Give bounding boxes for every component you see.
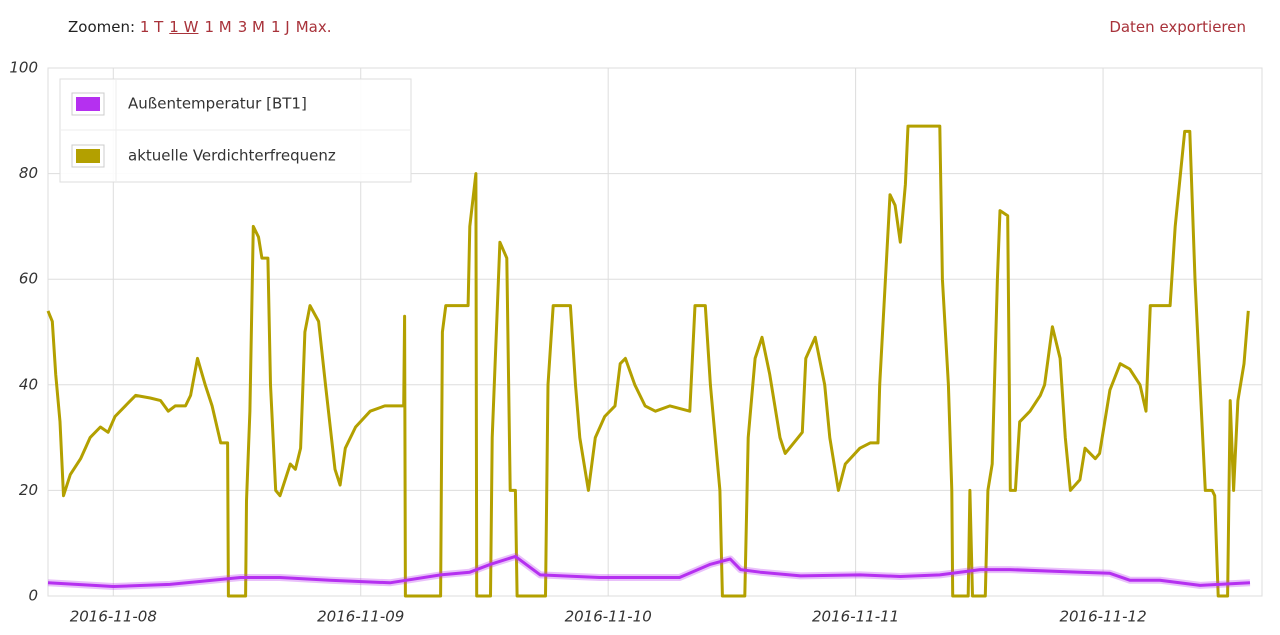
zoom-option[interactable]: 1 M bbox=[204, 18, 232, 36]
y-tick-label: 0 bbox=[28, 587, 38, 605]
y-tick-label: 60 bbox=[19, 270, 38, 288]
series-line bbox=[46, 124, 1250, 598]
x-tick-label: 2016-11-08 bbox=[70, 608, 157, 626]
zoom-option[interactable]: 3 M bbox=[237, 18, 265, 36]
zoom-option[interactable]: 1 W bbox=[169, 18, 199, 36]
series-line bbox=[47, 554, 1251, 588]
x-tick-label: 2016-11-12 bbox=[1059, 608, 1146, 626]
zoom-label: Zoomen: bbox=[68, 18, 136, 36]
legend-label: aktuelle Verdichterfrequenz bbox=[128, 147, 336, 165]
zoom-option[interactable]: 1 T bbox=[139, 18, 164, 36]
x-tick-label: 2016-11-09 bbox=[317, 608, 404, 626]
legend-swatch-fill bbox=[76, 149, 100, 163]
y-tick-label: 80 bbox=[19, 164, 38, 182]
y-tick-label: 20 bbox=[19, 481, 38, 499]
toolbar: Zoomen: 1 T 1 W 1 M 3 M 1 J Max. Daten export… bbox=[68, 18, 1252, 42]
legend-label: Außentemperatur [BT1] bbox=[128, 95, 307, 113]
y-tick-label: 100 bbox=[9, 59, 38, 77]
zoom-option[interactable]: Max. bbox=[295, 18, 332, 36]
x-tick-label: 2016-11-10 bbox=[565, 608, 652, 626]
export-link[interactable]: Daten exportieren bbox=[1109, 18, 1246, 36]
zoom-option[interactable]: 1 J bbox=[270, 18, 290, 36]
legend-swatch-fill bbox=[76, 97, 100, 111]
y-tick-label: 40 bbox=[19, 375, 38, 393]
zoom-options: 1 T 1 W 1 M 3 M 1 J Max. bbox=[140, 18, 338, 36]
x-tick-label: 2016-11-11 bbox=[812, 608, 899, 626]
legend: Außentemperatur [BT1] aktuelle Verdichter… bbox=[59, 78, 412, 183]
